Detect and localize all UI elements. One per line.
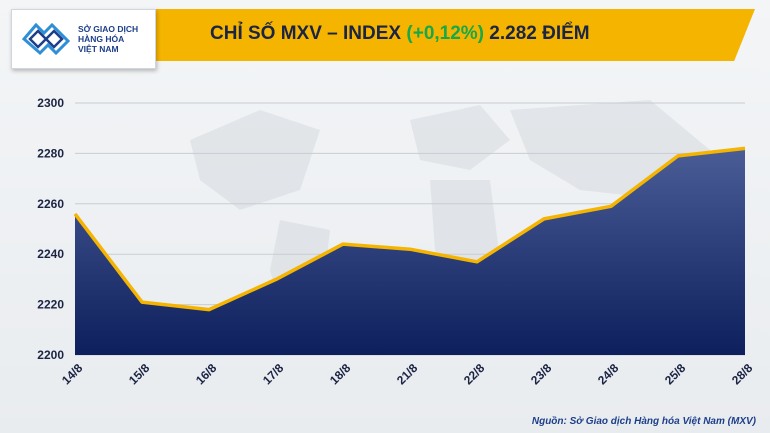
x-tick-label: 21/8: [394, 361, 421, 388]
x-tick-label: 25/8: [662, 361, 689, 388]
y-axis-ticks: 2200 2220 2240 2260 2280 2300: [37, 96, 64, 362]
title-bar: [60, 9, 755, 61]
mxv-logo-icon: [21, 22, 71, 56]
y-tick-label: 2260: [37, 197, 64, 211]
mxv-logo: SỞ GIAO DỊCH HÀNG HÓA VIỆT NAM: [11, 9, 156, 69]
x-tick-label: 28/8: [729, 361, 756, 388]
logo-line-1: SỞ GIAO DỊCH: [78, 24, 139, 34]
source-note: Nguồn: Sở Giao dịch Hàng hóa Việt Nam (M…: [531, 416, 756, 427]
y-tick-label: 2220: [37, 298, 64, 312]
x-tick-label: 14/8: [59, 361, 86, 388]
y-tick-label: 2280: [37, 146, 64, 160]
chart-title: CHỈ SỐ MXV – INDEX (+0,12%) 2.282 ĐIỂM: [210, 23, 590, 49]
x-tick-label: 15/8: [126, 361, 153, 388]
x-tick-label: 23/8: [528, 361, 555, 388]
title-change-percent: (+0,12%): [406, 23, 485, 44]
y-tick-label: 2300: [37, 96, 64, 110]
series-line: [73, 146, 746, 312]
title-value: 2.282 ĐIỂM: [489, 23, 590, 44]
logo-line-3: VIỆT NAM: [78, 44, 119, 54]
title-prefix: CHỈ SỐ MXV – INDEX: [210, 23, 402, 44]
y-tick-label: 2200: [37, 348, 64, 362]
x-tick-label: 17/8: [260, 361, 287, 388]
x-tick-label: 22/8: [461, 361, 488, 388]
x-tick-label: 16/8: [193, 361, 220, 388]
y-tick-label: 2240: [37, 247, 64, 261]
x-tick-label: 24/8: [595, 361, 622, 388]
x-axis-ticks: 14/8 15/8 16/8 17/8 18/8 21/8 22/8 23/8 24/8 25/8…: [59, 361, 756, 388]
series-area-fill: [75, 148, 745, 355]
logo-line-2: HÀNG HÓA: [78, 34, 125, 44]
x-tick-label: 18/8: [327, 361, 354, 388]
